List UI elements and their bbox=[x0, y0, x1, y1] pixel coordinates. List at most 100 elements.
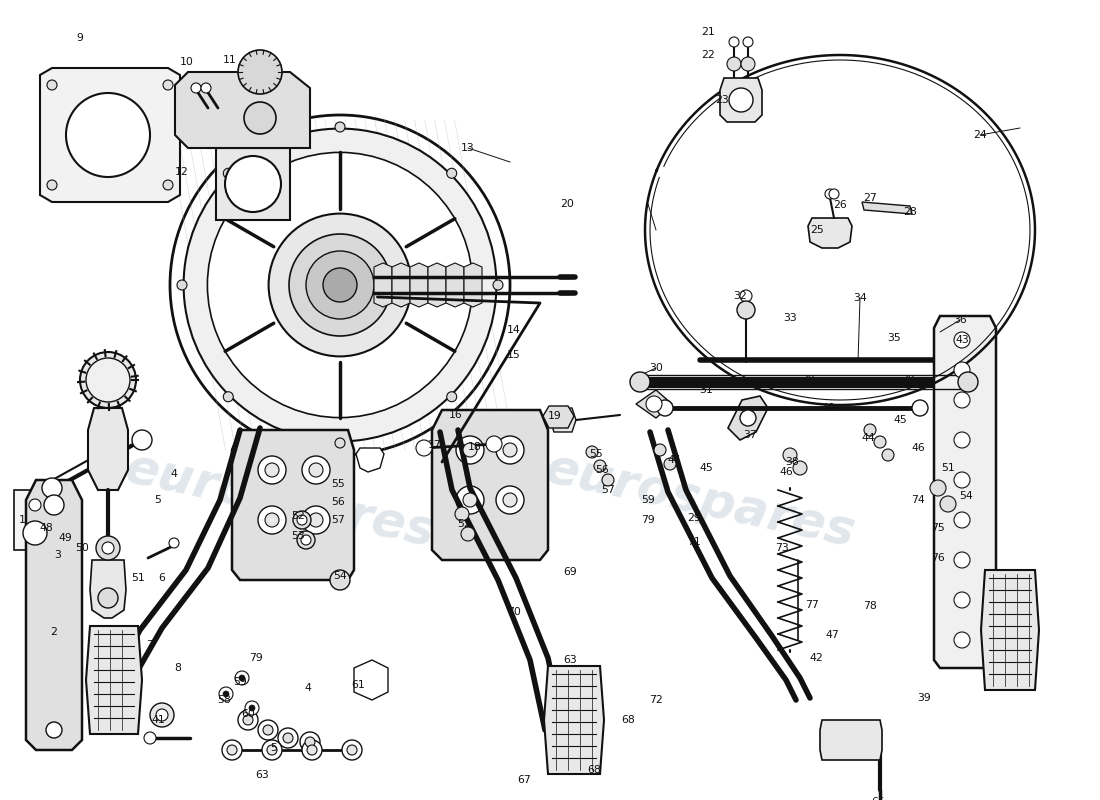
Circle shape bbox=[170, 115, 510, 455]
Circle shape bbox=[864, 424, 876, 436]
Circle shape bbox=[227, 745, 236, 755]
Text: 49: 49 bbox=[58, 533, 72, 543]
Text: 67: 67 bbox=[517, 775, 531, 785]
Circle shape bbox=[594, 460, 606, 472]
Circle shape bbox=[208, 152, 473, 418]
Circle shape bbox=[646, 396, 662, 412]
Circle shape bbox=[954, 332, 970, 348]
Text: 47: 47 bbox=[825, 630, 839, 640]
Text: 63: 63 bbox=[563, 655, 576, 665]
Circle shape bbox=[258, 506, 286, 534]
Text: 60: 60 bbox=[241, 709, 255, 719]
Circle shape bbox=[278, 728, 298, 748]
Polygon shape bbox=[720, 78, 762, 122]
Circle shape bbox=[954, 552, 970, 568]
Circle shape bbox=[243, 715, 253, 725]
Circle shape bbox=[163, 80, 173, 90]
Text: 42: 42 bbox=[810, 653, 823, 663]
Circle shape bbox=[239, 675, 245, 681]
Text: 78: 78 bbox=[864, 601, 877, 611]
Circle shape bbox=[630, 372, 650, 392]
Text: 4: 4 bbox=[170, 469, 177, 479]
Circle shape bbox=[416, 440, 432, 456]
Circle shape bbox=[283, 733, 293, 743]
Circle shape bbox=[223, 392, 233, 402]
Circle shape bbox=[265, 513, 279, 527]
Circle shape bbox=[958, 372, 978, 392]
Text: 10: 10 bbox=[180, 57, 194, 67]
Text: 31: 31 bbox=[700, 385, 713, 395]
Circle shape bbox=[954, 512, 970, 528]
Text: 26: 26 bbox=[833, 200, 847, 210]
Circle shape bbox=[657, 400, 673, 416]
Circle shape bbox=[654, 444, 666, 456]
Text: 36: 36 bbox=[953, 315, 967, 325]
Text: 70: 70 bbox=[507, 607, 521, 617]
Circle shape bbox=[729, 37, 739, 47]
Circle shape bbox=[300, 732, 320, 752]
Text: 57: 57 bbox=[331, 515, 345, 525]
Text: 56: 56 bbox=[595, 465, 609, 475]
Text: 65: 65 bbox=[871, 797, 884, 800]
Circle shape bbox=[496, 436, 524, 464]
Circle shape bbox=[102, 542, 114, 554]
Text: 38: 38 bbox=[785, 457, 799, 467]
Polygon shape bbox=[410, 263, 428, 307]
Circle shape bbox=[740, 290, 752, 302]
Circle shape bbox=[201, 83, 211, 93]
Polygon shape bbox=[981, 570, 1040, 690]
Text: 33: 33 bbox=[783, 313, 796, 323]
Circle shape bbox=[729, 88, 754, 112]
Circle shape bbox=[742, 37, 754, 47]
Circle shape bbox=[302, 456, 330, 484]
Polygon shape bbox=[40, 68, 180, 202]
Circle shape bbox=[496, 486, 524, 514]
Circle shape bbox=[954, 472, 970, 488]
Text: 63: 63 bbox=[255, 770, 268, 780]
Text: 30: 30 bbox=[649, 363, 663, 373]
Circle shape bbox=[223, 168, 233, 178]
Circle shape bbox=[336, 122, 345, 132]
Polygon shape bbox=[728, 396, 768, 440]
Text: 43: 43 bbox=[955, 335, 969, 345]
Text: 50: 50 bbox=[75, 543, 89, 553]
Circle shape bbox=[940, 496, 956, 512]
Text: 15: 15 bbox=[507, 350, 521, 360]
Text: 79: 79 bbox=[641, 515, 654, 525]
Polygon shape bbox=[90, 560, 126, 618]
Circle shape bbox=[829, 189, 839, 199]
Circle shape bbox=[98, 588, 118, 608]
Circle shape bbox=[342, 740, 362, 760]
Text: 4: 4 bbox=[305, 683, 311, 693]
Text: 29: 29 bbox=[688, 513, 701, 523]
Circle shape bbox=[737, 301, 755, 319]
Text: 48: 48 bbox=[40, 523, 53, 533]
Polygon shape bbox=[808, 218, 852, 248]
Text: 39: 39 bbox=[901, 375, 915, 385]
Circle shape bbox=[912, 400, 928, 416]
Text: eurospares: eurospares bbox=[540, 444, 859, 556]
Circle shape bbox=[235, 671, 249, 685]
Text: 8: 8 bbox=[175, 663, 182, 673]
Text: 40: 40 bbox=[821, 403, 835, 413]
Circle shape bbox=[825, 189, 835, 199]
Text: 27: 27 bbox=[864, 193, 877, 203]
Text: 39: 39 bbox=[917, 693, 931, 703]
Circle shape bbox=[741, 57, 755, 71]
Circle shape bbox=[258, 456, 286, 484]
Circle shape bbox=[456, 436, 484, 464]
Polygon shape bbox=[354, 660, 388, 700]
Circle shape bbox=[302, 740, 322, 760]
Circle shape bbox=[727, 57, 741, 71]
Text: 24: 24 bbox=[974, 130, 987, 140]
Text: 45: 45 bbox=[893, 415, 906, 425]
Circle shape bbox=[463, 443, 477, 457]
Text: 59: 59 bbox=[641, 495, 654, 505]
Circle shape bbox=[223, 691, 229, 697]
Text: 12: 12 bbox=[175, 167, 189, 177]
Circle shape bbox=[86, 358, 130, 402]
Circle shape bbox=[793, 461, 807, 475]
Text: 19: 19 bbox=[548, 411, 562, 421]
Circle shape bbox=[336, 438, 345, 448]
Text: 17: 17 bbox=[428, 440, 442, 450]
